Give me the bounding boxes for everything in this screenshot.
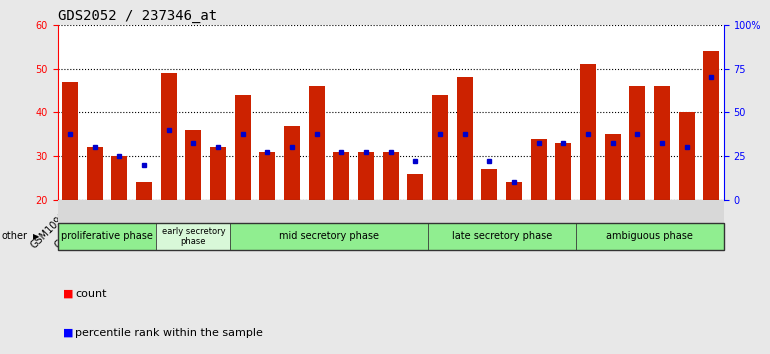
Bar (629, 86, 645, 200)
Bar (87, 147, 102, 200)
Bar (704, 51, 719, 200)
Bar (654, 86, 670, 200)
Bar (580, 64, 596, 200)
Bar (506, 183, 522, 200)
Bar (136, 183, 152, 200)
Bar (309, 86, 325, 200)
Bar (407, 174, 424, 200)
Text: ■: ■ (63, 328, 74, 338)
Bar (161, 73, 177, 200)
Text: ambiguous phase: ambiguous phase (606, 231, 693, 241)
Bar (481, 169, 497, 200)
Bar (358, 152, 374, 200)
Bar (284, 126, 300, 200)
Text: late secretory phase: late secretory phase (452, 231, 552, 241)
Bar (235, 95, 251, 200)
Text: ▶: ▶ (33, 232, 39, 241)
Bar (333, 152, 350, 200)
Bar (457, 78, 473, 200)
Bar (259, 152, 276, 200)
Text: count: count (75, 289, 107, 299)
Bar (679, 113, 695, 200)
Bar (604, 134, 621, 200)
Bar (432, 95, 448, 200)
Text: mid secretory phase: mid secretory phase (279, 231, 379, 241)
Text: GDS2052 / 237346_at: GDS2052 / 237346_at (58, 9, 217, 23)
Text: other: other (2, 231, 28, 241)
Bar (210, 147, 226, 200)
Text: proliferative phase: proliferative phase (61, 231, 153, 241)
Bar (186, 130, 202, 200)
Bar (531, 139, 547, 200)
Bar (62, 82, 78, 200)
Text: percentile rank within the sample: percentile rank within the sample (75, 328, 263, 338)
Text: ■: ■ (63, 289, 74, 299)
Text: early secretory
phase: early secretory phase (162, 227, 226, 246)
Bar (383, 152, 399, 200)
Bar (555, 143, 571, 200)
Bar (112, 156, 128, 200)
